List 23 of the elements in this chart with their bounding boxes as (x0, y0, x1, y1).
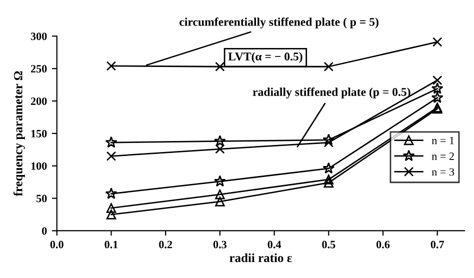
annotation: radially stiffened plate (p = 0.5) (252, 88, 410, 98)
legend-label: n = 2 (432, 152, 454, 160)
x-tick-label: 0.6 (376, 240, 390, 248)
annotation: circumferentially stiffened plate ( p = 5) (180, 17, 378, 28)
y-tick-label: 300 (30, 32, 47, 40)
y-tick-label: 100 (31, 162, 47, 170)
y-tick-label: 0 (42, 227, 47, 235)
y-tick-label: 150 (31, 130, 47, 138)
y-tick-label: 50 (36, 194, 47, 202)
annotation: LVT(α = − 0.5) (228, 52, 302, 63)
legend-label: n = 1 (432, 136, 454, 144)
x-tick-label: 0.0 (50, 240, 64, 248)
legend-label: n = 3 (432, 168, 454, 176)
x-tick-label: 0.5 (322, 240, 336, 248)
x-tick-label: 0.1 (104, 240, 118, 248)
x-tick-label: 0.4 (268, 240, 282, 248)
y-tick-label: 200 (30, 97, 47, 105)
y-axis-title: frequency parameter Ω (13, 71, 25, 196)
x-tick-label: 0.2 (159, 240, 172, 248)
y-tick-label: 250 (30, 65, 47, 73)
x-axis-title: radii ratio ε (230, 253, 292, 262)
x-tick-label: 0.3 (213, 240, 226, 248)
x-tick-label: 0.7 (430, 240, 444, 248)
